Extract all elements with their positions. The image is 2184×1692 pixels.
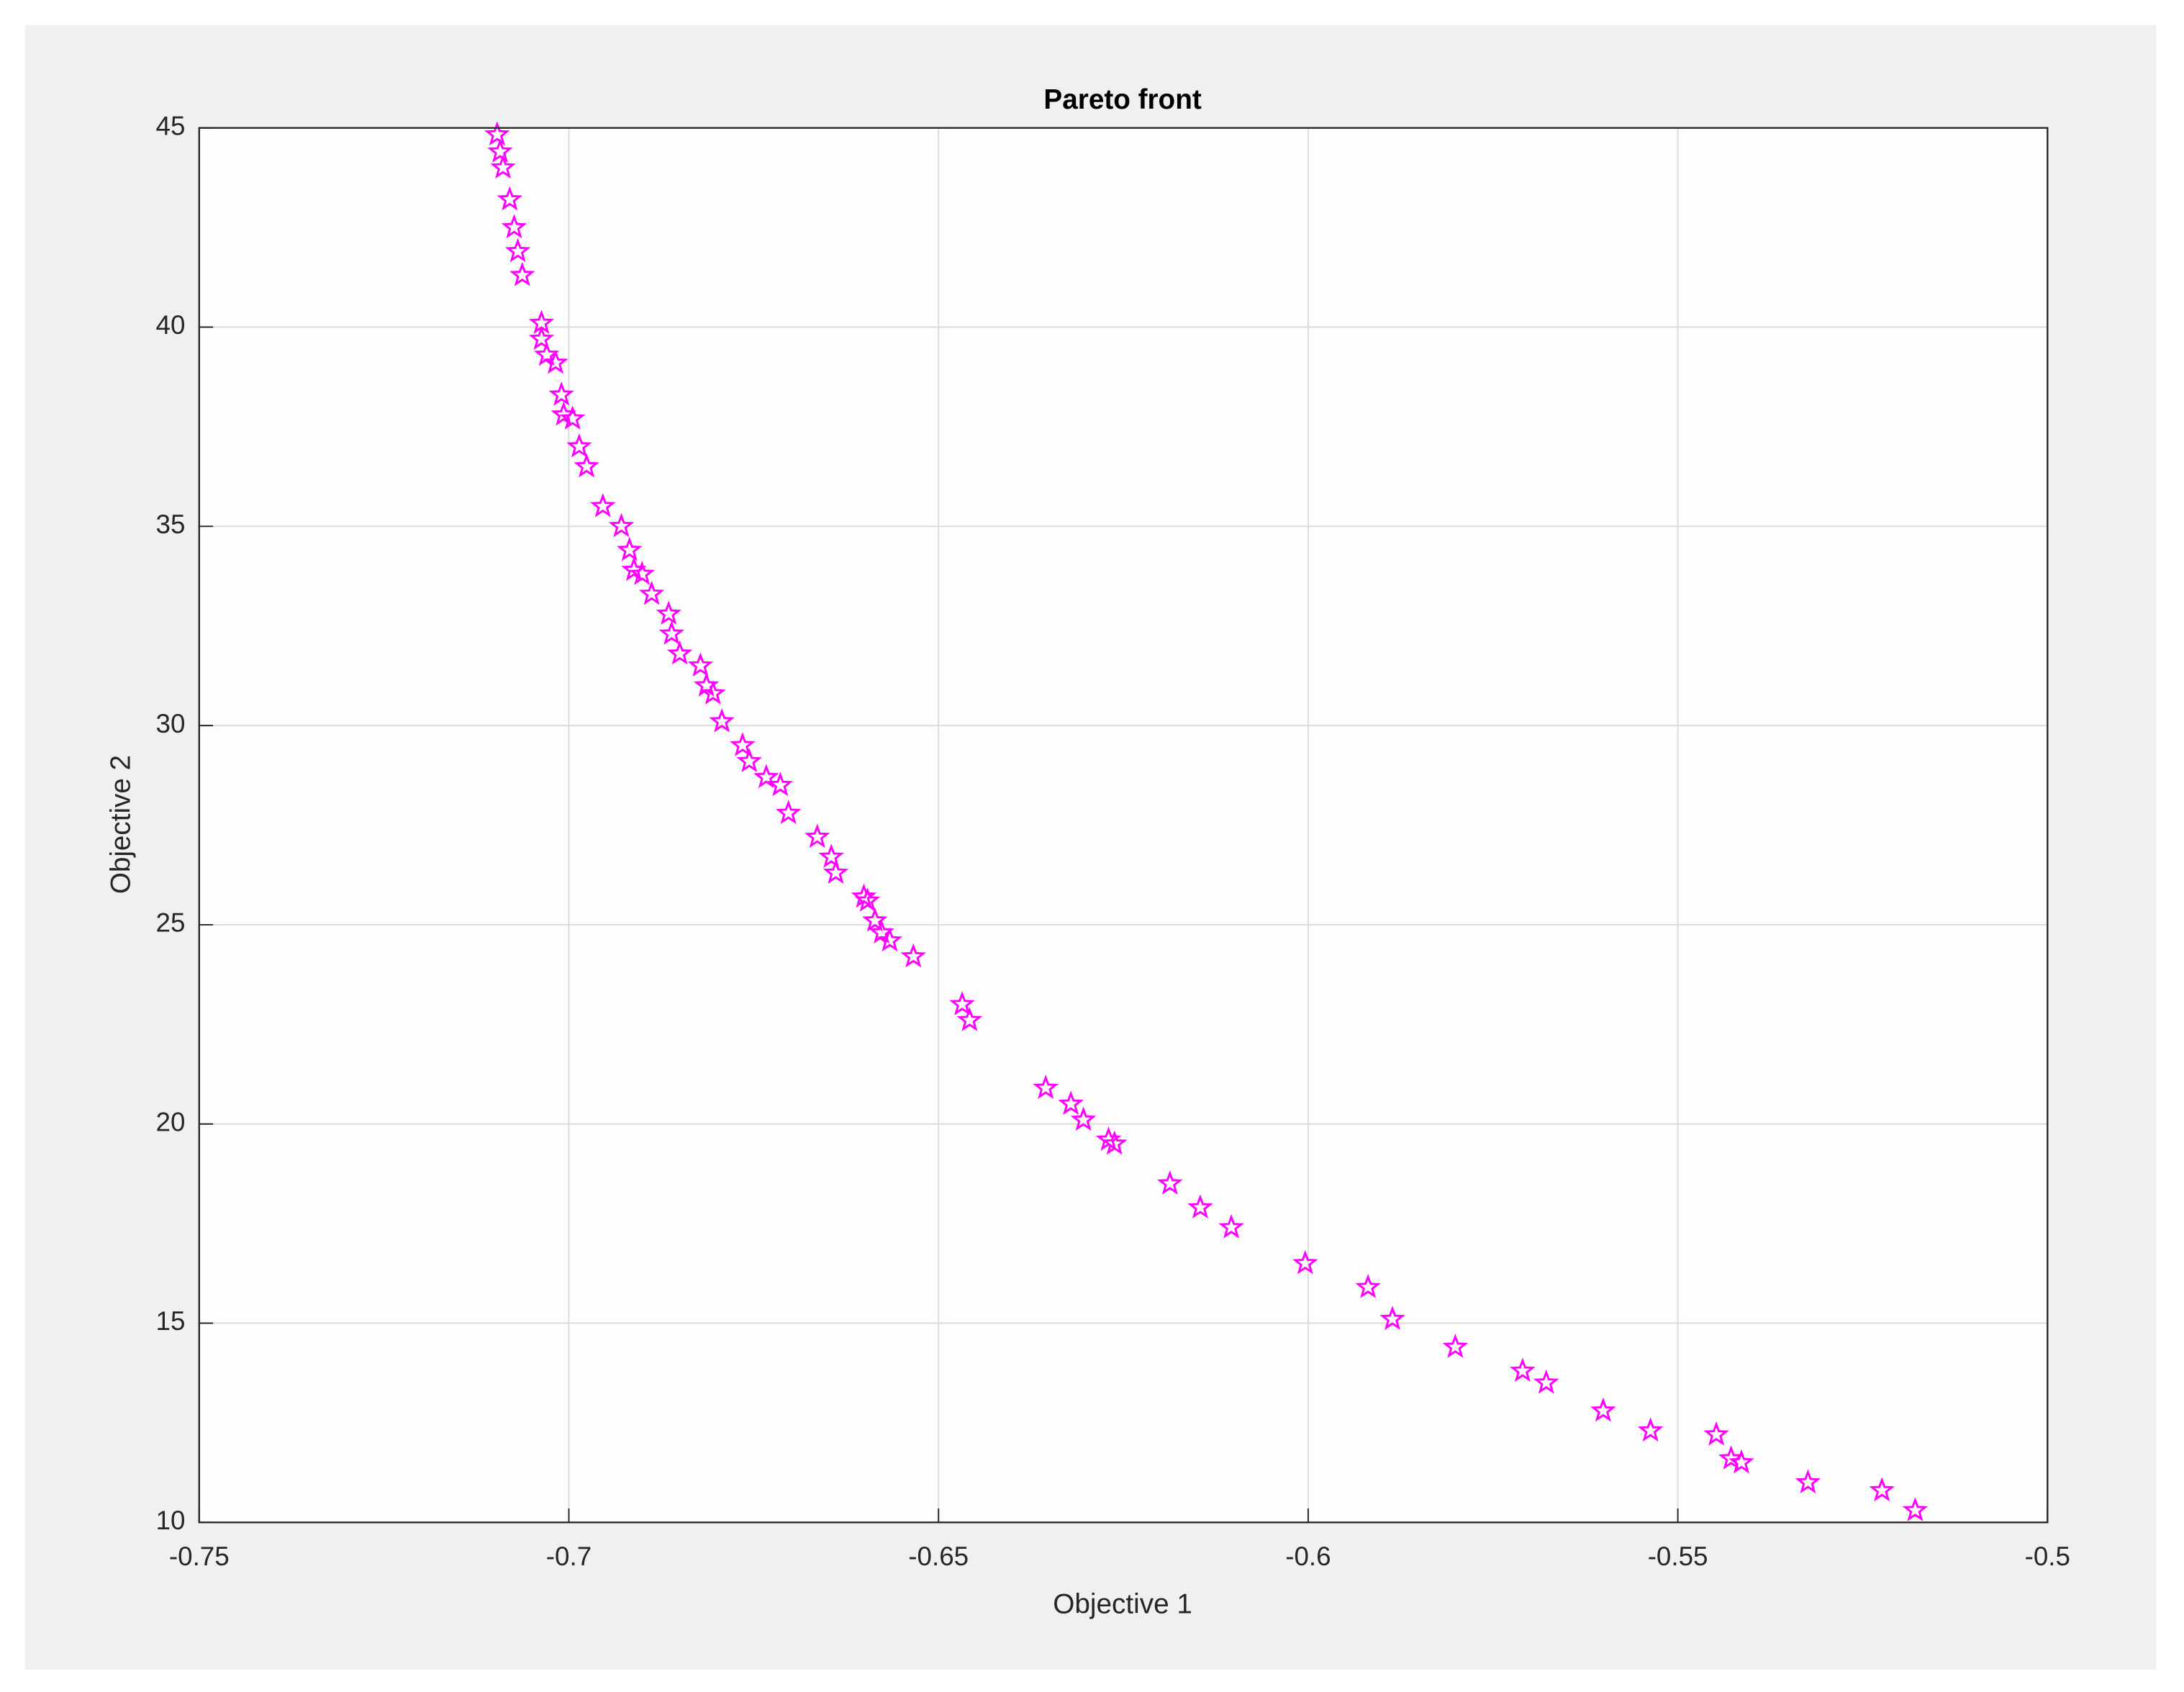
- point: [666, 640, 693, 665]
- point: [590, 493, 616, 517]
- point: [1718, 1445, 1744, 1470]
- point: [574, 453, 599, 478]
- y-tick-label: 20: [156, 1107, 186, 1136]
- point: [1070, 1106, 1097, 1131]
- point: [1510, 1357, 1536, 1383]
- point: [559, 405, 586, 430]
- point: [1637, 1417, 1664, 1442]
- point: [487, 138, 513, 163]
- y-tick-label: 40: [156, 310, 186, 340]
- point: [767, 772, 794, 797]
- point: [949, 991, 975, 1015]
- point: [851, 883, 877, 908]
- point: [862, 907, 888, 932]
- axes-box: [198, 127, 2049, 1524]
- point: [1157, 1170, 1183, 1195]
- point: [818, 843, 844, 868]
- point: [1703, 1421, 1729, 1446]
- point: [804, 823, 830, 849]
- y-tick-label: 10: [156, 1506, 186, 1535]
- point: [504, 237, 531, 263]
- point: [1728, 1449, 1754, 1474]
- point: [497, 186, 523, 211]
- point: [1058, 1090, 1084, 1116]
- y-tick-label: 45: [156, 111, 186, 140]
- point: [566, 433, 592, 458]
- point: [1869, 1477, 1895, 1502]
- point: [900, 943, 927, 968]
- point: [638, 580, 665, 605]
- point: [687, 652, 714, 677]
- x-tick-label: -0.55: [1648, 1542, 1708, 1571]
- point: [823, 859, 849, 885]
- point: [548, 381, 574, 406]
- point: [509, 261, 535, 286]
- point: [543, 349, 568, 374]
- point: [616, 536, 643, 561]
- point: [1101, 1130, 1128, 1155]
- x-tick-label: -0.75: [169, 1542, 230, 1571]
- point: [490, 154, 516, 179]
- y-tick-label: 35: [156, 510, 186, 539]
- point: [736, 748, 762, 773]
- point: [1379, 1306, 1405, 1331]
- y-tick-label: 15: [156, 1306, 186, 1336]
- point: [1795, 1469, 1821, 1494]
- plot-area: [199, 127, 2048, 1523]
- point: [658, 620, 685, 645]
- point: [1355, 1274, 1381, 1298]
- x-tick-label: -0.7: [546, 1542, 592, 1571]
- point: [1442, 1334, 1469, 1358]
- point: [608, 512, 635, 538]
- point: [501, 214, 527, 239]
- point: [656, 600, 681, 625]
- point: [1033, 1075, 1059, 1099]
- y-axis-label: Objective 2: [106, 755, 137, 894]
- point: [484, 121, 510, 146]
- chart-title: Pareto front: [1043, 84, 1201, 115]
- y-tick-label: 25: [156, 908, 186, 938]
- x-tick-label: -0.6: [1285, 1542, 1331, 1571]
- point: [854, 887, 881, 912]
- point: [1218, 1214, 1244, 1239]
- point: [709, 707, 735, 733]
- point: [1590, 1397, 1616, 1422]
- x-tick-label: -0.65: [908, 1542, 969, 1571]
- point: [1187, 1194, 1213, 1219]
- point: [1292, 1249, 1318, 1275]
- point: [730, 732, 756, 756]
- point: [1902, 1497, 1929, 1521]
- point: [629, 561, 655, 585]
- markers: [484, 121, 1929, 1521]
- point: [528, 325, 555, 350]
- point: [700, 680, 726, 705]
- point: [753, 764, 779, 789]
- point: [1533, 1369, 1559, 1394]
- point: [775, 800, 802, 824]
- y-tick-label: 30: [156, 709, 186, 738]
- point: [956, 1007, 983, 1031]
- x-tick-label: -0.5: [2025, 1542, 2070, 1571]
- point: [876, 927, 903, 952]
- x-axis-label: Objective 1: [1053, 1588, 1192, 1619]
